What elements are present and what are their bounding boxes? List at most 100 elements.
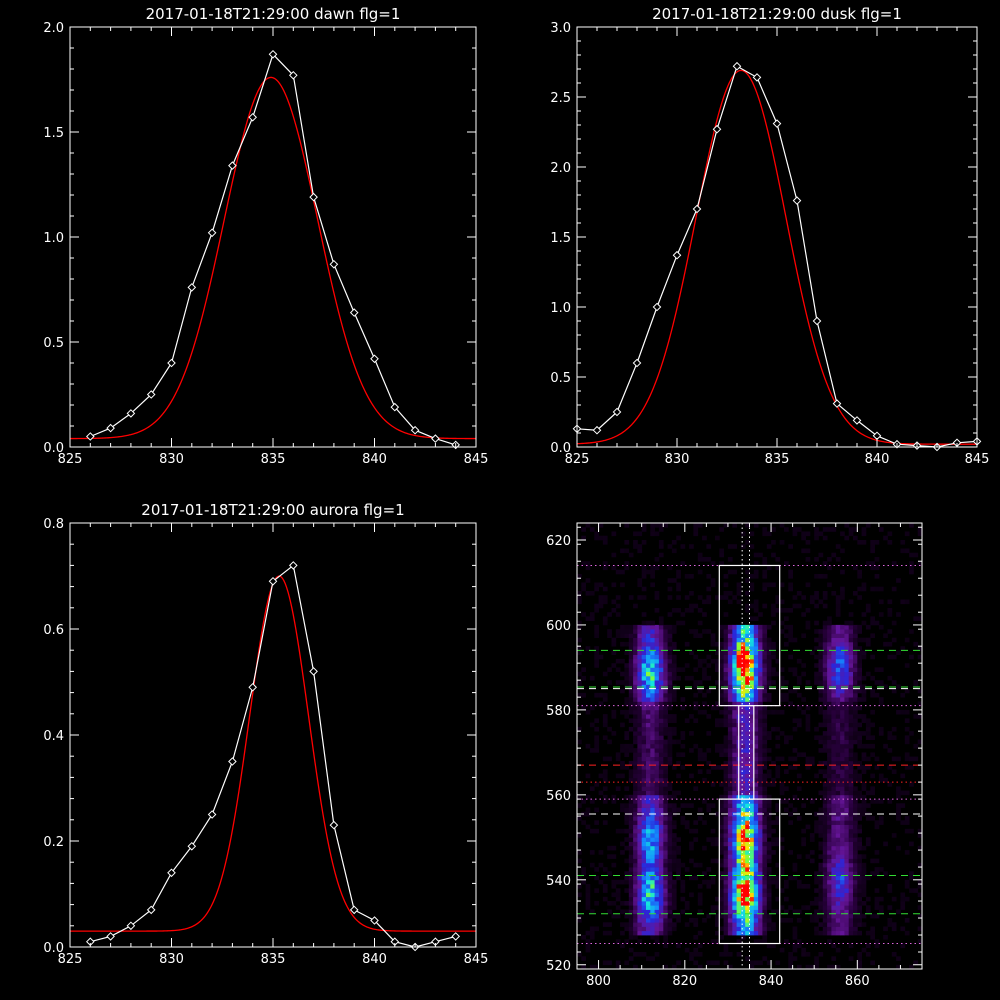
x-tick-label: 835 [261,452,286,467]
observed-point [652,302,662,312]
observed-point [812,316,822,326]
y-tick-label: 1.0 [550,301,571,316]
y-tick-label: 0.0 [550,441,571,456]
chart-title: 2017-01-18T21:29:00 dusk flg=1 [652,5,902,23]
line-chart-0: 825 830 835 840 845 0.0 0.5 1.0 1.5 2.0 2017-01-18… [43,5,488,467]
line-chart-2: 825 830 835 840 845 0.0 0.2 0.4 0.6 0.8 2017-01-18… [43,501,488,967]
y-tick-label: 0.2 [43,835,64,850]
x-tick-label: 830 [159,952,184,967]
x-tick-label: 825 [58,452,83,467]
y-tick-label: 1.5 [43,126,64,141]
x-tick-label: 840 [759,974,784,989]
chart-title: 2017-01-18T21:29:00 dawn flg=1 [146,5,401,23]
x-tick-label: 835 [261,952,286,967]
y-tick-label: 1.5 [550,231,571,246]
observed-line [90,564,456,947]
x-tick-label: 845 [464,452,489,467]
observed-point [349,308,359,317]
observed-point [268,49,278,59]
observed-point [349,905,359,915]
heatmap-chart: 800 820 840 860 520 540 560 580 600 620 [546,522,923,989]
y-tick-label: 620 [546,534,571,549]
plot-frame [576,26,978,448]
x-tick-label: 825 [58,952,83,967]
y-tick-label: 0.8 [43,517,64,532]
fit-curve [70,575,476,932]
observed-point [390,402,400,412]
observed-point [106,423,115,433]
y-tick-label: 0.6 [43,623,64,638]
observed-point [370,354,379,364]
observed-point [248,112,258,122]
observed-point [672,250,682,260]
x-tick-label: 825 [565,452,590,467]
plot-frame [69,522,477,948]
y-tick-label: 0.5 [550,371,571,386]
observed-point [228,757,237,766]
x-tick-label: 820 [672,974,697,989]
observed-point [167,358,176,368]
y-tick-label: 580 [546,704,571,719]
observed-point [410,425,420,435]
y-tick-label: 2.5 [550,91,571,106]
observed-point [309,667,318,676]
observed-point [832,399,842,408]
observed-point [126,921,136,931]
x-tick-label: 860 [845,974,870,989]
observed-point [146,905,156,915]
observed-point [692,204,702,214]
observed-line [90,53,456,446]
observed-point [106,932,115,941]
observed-point [126,409,136,418]
y-tick-label: 0.0 [43,441,64,456]
observed-point [431,434,440,443]
x-tick-label: 845 [965,452,990,467]
observed-point [451,932,461,941]
x-tick-label: 845 [464,952,489,967]
observed-point [248,682,258,692]
y-tick-label: 3.0 [550,21,571,36]
plot-frame [69,26,477,448]
observed-point [852,416,862,425]
observed-point [85,432,95,441]
observed-point [146,390,156,399]
observed-point [329,259,339,269]
observed-point [288,70,298,80]
observed-point [632,358,642,368]
fit-curve [577,69,977,445]
region-box [738,705,755,800]
observed-point [772,119,782,128]
x-tick-label: 800 [586,974,611,989]
y-tick-label: 0.0 [43,941,64,956]
x-tick-label: 840 [362,952,387,967]
observed-point [207,228,217,238]
observed-point [592,425,602,435]
y-tick-label: 0.4 [43,729,64,744]
observed-point [370,916,379,925]
x-tick-label: 835 [765,452,790,467]
observed-point [752,73,762,82]
observed-point [268,576,278,586]
observed-point [732,61,742,71]
x-tick-label: 830 [665,452,690,467]
observed-point [207,810,217,819]
y-tick-label: 520 [546,959,571,974]
observed-point [792,196,802,205]
y-tick-label: 0.5 [43,336,64,351]
x-tick-label: 840 [865,452,890,467]
y-tick-label: 2.0 [43,21,64,36]
observed-point [309,192,318,202]
fit-curve [70,76,476,440]
y-tick-label: 540 [546,874,571,889]
x-tick-label: 830 [159,452,184,467]
observed-point [228,161,237,170]
y-tick-label: 1.0 [43,231,64,246]
y-tick-label: 2.0 [550,161,571,176]
chart-title: 2017-01-18T21:29:00 aurora flg=1 [141,501,404,519]
observed-point [288,561,298,570]
observed-point [167,868,176,878]
observed-point [187,283,197,292]
line-chart-1: 825 830 835 840 845 0.0 0.5 1.0 1.5 2.0 2.5 3.0 2017… [550,5,989,467]
y-tick-label: 600 [546,619,571,634]
